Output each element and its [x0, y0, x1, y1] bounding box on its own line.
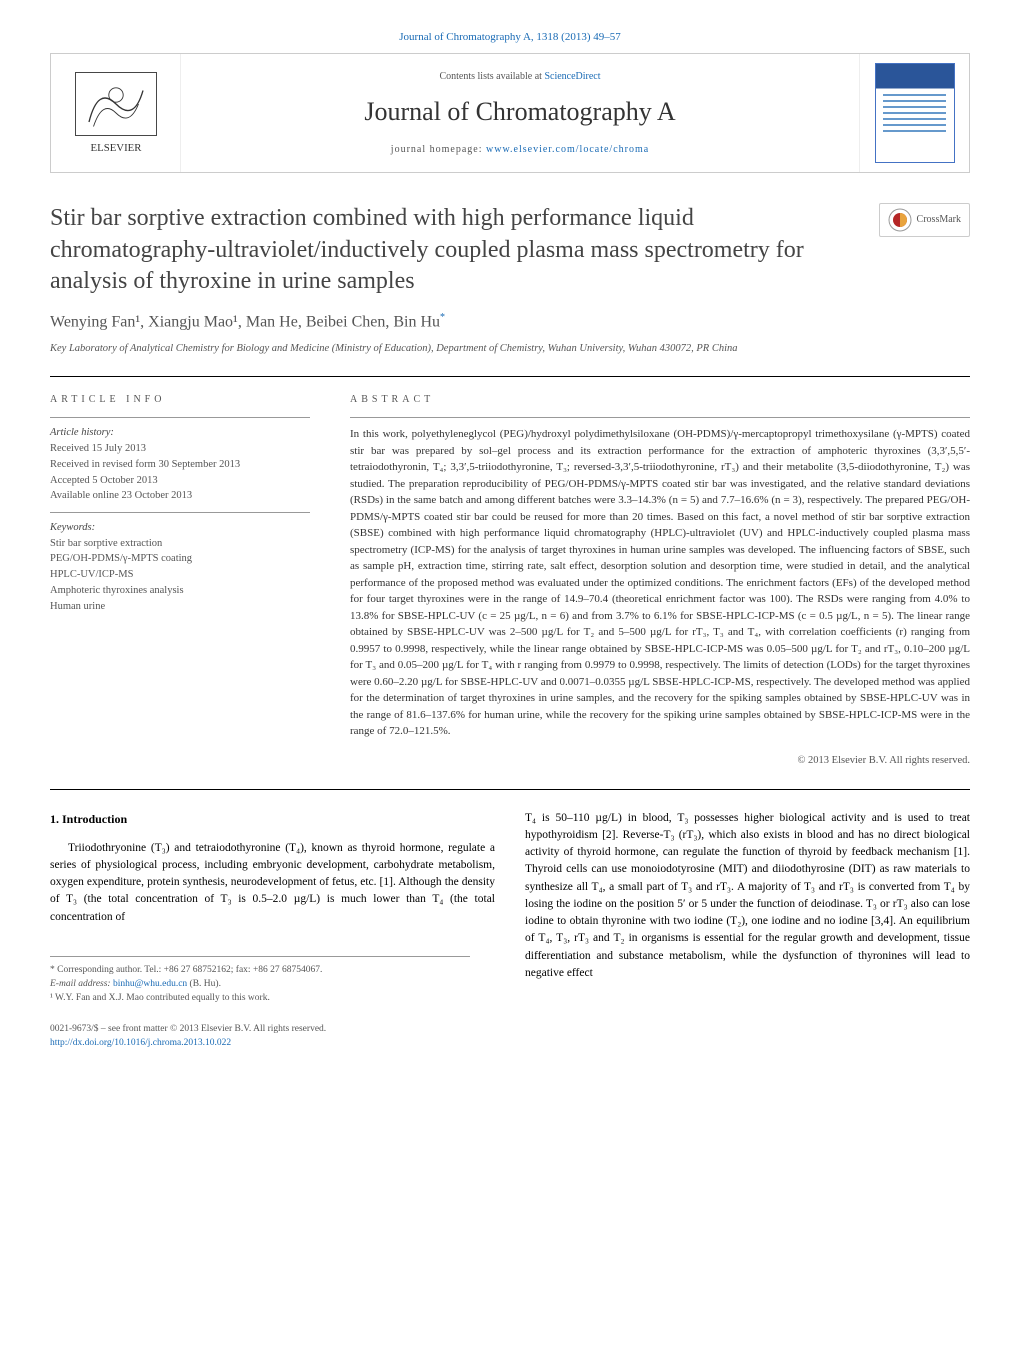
keyword: Stir bar sorptive extraction — [50, 536, 310, 552]
crossmark-label: CrossMark — [917, 213, 961, 227]
abstract-heading: ABSTRACT — [350, 393, 970, 407]
online-date: Available online 23 October 2013 — [50, 488, 310, 504]
keyword: HPLC-UV/ICP-MS — [50, 567, 310, 583]
accepted-date: Accepted 5 October 2013 — [50, 473, 310, 489]
keyword: Human urine — [50, 599, 310, 615]
journal-cover-icon — [875, 63, 955, 163]
publisher-logo-container: ELSEVIER — [51, 54, 181, 172]
abstract-text: In this work, polyethyleneglycol (PEG)/h… — [350, 426, 970, 740]
crossmark-badge[interactable]: CrossMark — [879, 203, 970, 237]
journal-title: Journal of Chromatography A — [364, 94, 675, 130]
email-link[interactable]: binhu@whu.edu.cn — [113, 979, 187, 989]
authors-list: Wenying Fan¹, Xiangju Mao¹, Man He, Beib… — [50, 313, 440, 330]
crossmark-icon — [888, 208, 912, 232]
info-abstract-row: ARTICLE INFO Article history: Received 1… — [50, 393, 970, 768]
body-columns: 1. Introduction Triiodothryonine (T₃) an… — [50, 810, 970, 1051]
email-label: E-mail address: — [50, 979, 113, 989]
intro-heading: 1. Introduction — [50, 810, 495, 828]
doi-link[interactable]: http://dx.doi.org/10.1016/j.chroma.2013.… — [50, 1038, 231, 1048]
info-heading: ARTICLE INFO — [50, 393, 310, 407]
abstract: ABSTRACT In this work, polyethyleneglyco… — [350, 393, 970, 768]
corresponding-mark: * — [440, 312, 445, 323]
info-divider — [50, 417, 310, 418]
body-paragraph: Triiodothryonine (T₃) and tetraiodothyro… — [50, 840, 495, 926]
revised-date: Received in revised form 30 September 20… — [50, 457, 310, 473]
corresponding-footnote: * Corresponding author. Tel.: +86 27 687… — [50, 963, 470, 977]
affiliation: Key Laboratory of Analytical Chemistry f… — [50, 342, 970, 357]
homepage-prefix: journal homepage: — [391, 144, 486, 155]
article-title: Stir bar sorptive extraction combined wi… — [50, 203, 859, 297]
received-date: Received 15 July 2013 — [50, 441, 310, 457]
body-right-column: T₄ is 50–110 µg/L) in blood, T₃ possesse… — [525, 810, 970, 1051]
email-suffix: (B. Hu). — [187, 979, 221, 989]
homepage-link[interactable]: www.elsevier.com/locate/chroma — [486, 144, 649, 155]
elsevier-logo-icon: ELSEVIER — [71, 68, 161, 158]
sciencedirect-link[interactable]: ScienceDirect — [544, 71, 600, 82]
authors: Wenying Fan¹, Xiangju Mao¹, Man He, Beib… — [50, 311, 970, 334]
body-left-column: 1. Introduction Triiodothryonine (T₃) an… — [50, 810, 495, 1051]
keyword: PEG/OH-PDMS/γ-MPTS coating — [50, 551, 310, 567]
cover-thumbnail-container — [859, 54, 969, 172]
bottom-meta: 0021-9673/$ – see front matter © 2013 El… — [50, 1022, 495, 1051]
title-row: Stir bar sorptive extraction combined wi… — [50, 203, 970, 297]
journal-header: ELSEVIER Contents lists available at Sci… — [50, 53, 970, 173]
journal-citation[interactable]: Journal of Chromatography A, 1318 (2013)… — [50, 30, 970, 45]
history-label: Article history: — [50, 426, 310, 441]
copyright: © 2013 Elsevier B.V. All rights reserved… — [350, 754, 970, 769]
body-paragraph: T₄ is 50–110 µg/L) in blood, T₃ possesse… — [525, 810, 970, 983]
header-center: Contents lists available at ScienceDirec… — [181, 54, 859, 172]
divider — [50, 789, 970, 790]
divider — [50, 376, 970, 377]
svg-text:ELSEVIER: ELSEVIER — [90, 142, 142, 154]
info-divider — [50, 512, 310, 513]
footnotes: * Corresponding author. Tel.: +86 27 687… — [50, 956, 470, 1006]
contents-line: Contents lists available at ScienceDirec… — [439, 70, 600, 84]
keyword: Amphoteric thyroxines analysis — [50, 583, 310, 599]
article-info: ARTICLE INFO Article history: Received 1… — [50, 393, 310, 768]
info-divider — [350, 417, 970, 418]
journal-homepage: journal homepage: www.elsevier.com/locat… — [391, 143, 649, 157]
equal-contribution-footnote: ¹ W.Y. Fan and X.J. Mao contributed equa… — [50, 991, 470, 1005]
issn-line: 0021-9673/$ – see front matter © 2013 El… — [50, 1022, 495, 1036]
contents-prefix: Contents lists available at — [439, 71, 544, 82]
email-footnote: E-mail address: binhu@whu.edu.cn (B. Hu)… — [50, 977, 470, 991]
keywords-label: Keywords: — [50, 521, 310, 536]
